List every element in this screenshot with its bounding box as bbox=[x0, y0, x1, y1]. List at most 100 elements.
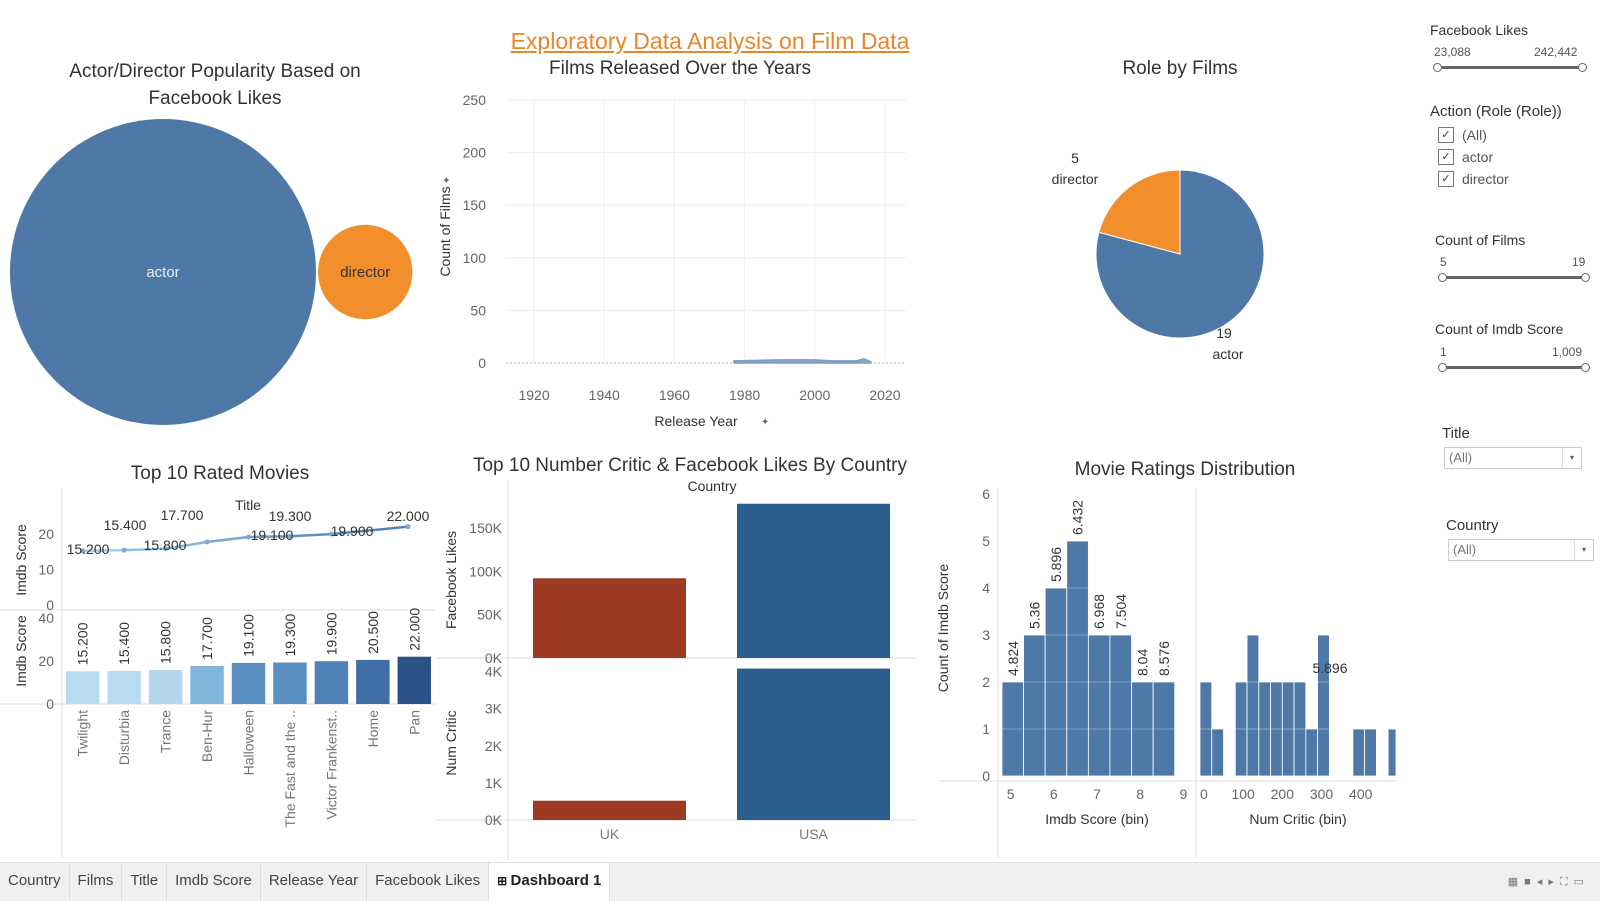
role-option-all[interactable]: ✓ (All) bbox=[1438, 127, 1487, 143]
ratings-histogram: 0 1 2 3 4 5 6 Count of Imdb Score 4.824 5.36 5.896… bbox=[935, 486, 1397, 858]
y-tick-label: 10 bbox=[38, 561, 54, 577]
prev-icon[interactable]: ◂ bbox=[1536, 876, 1549, 888]
line-point bbox=[204, 539, 210, 545]
top10-header: Title bbox=[235, 497, 261, 513]
list-icon[interactable]: ■ bbox=[1524, 876, 1537, 888]
y-tick-label: 0K bbox=[485, 650, 503, 666]
y-axis-label: Num Critic bbox=[443, 710, 459, 775]
y-tick-label: 150 bbox=[463, 197, 487, 213]
line-data-label: 19.900 bbox=[331, 523, 374, 539]
x-tick-label: 100 bbox=[1231, 786, 1255, 802]
bin-data-label: 7.504 bbox=[1113, 594, 1129, 629]
histogram-bar bbox=[1317, 634, 1330, 777]
histogram-bar bbox=[1109, 634, 1132, 777]
x-tick-label: 300 bbox=[1310, 786, 1334, 802]
pie-slice-actor bbox=[1095, 169, 1265, 339]
histogram-bar bbox=[1087, 634, 1111, 777]
line-segment bbox=[206, 535, 249, 544]
slider-min-handle[interactable] bbox=[1433, 63, 1442, 72]
bar-uk bbox=[533, 578, 686, 658]
bin-data-label: 5.36 bbox=[1026, 602, 1042, 629]
top10-chart: Title 0 10 20 Imdb Score 15.200 15.400 15.800 17… bbox=[0, 488, 435, 858]
tab-dashboard-1[interactable]: ⊞ Dashboard 1 bbox=[489, 863, 611, 901]
checkbox-checked-icon[interactable]: ✓ bbox=[1438, 149, 1454, 165]
tab-country[interactable]: Country bbox=[0, 863, 70, 901]
count-imdb-slider[interactable] bbox=[1438, 363, 1590, 372]
histogram-bar bbox=[1023, 634, 1046, 777]
category-label: The Fast and the .. bbox=[282, 710, 298, 828]
bar-usa bbox=[737, 668, 890, 820]
y-tick-label: 20 bbox=[38, 526, 54, 542]
slider-min-handle[interactable] bbox=[1438, 273, 1447, 282]
x-tick-label: 200 bbox=[1271, 786, 1295, 802]
bar-6 bbox=[314, 661, 349, 704]
pin-icon: ✦ bbox=[761, 417, 769, 428]
tab-imdb-score[interactable]: Imdb Score bbox=[167, 863, 261, 901]
slider-min-handle[interactable] bbox=[1438, 363, 1447, 372]
slider-max-handle[interactable] bbox=[1578, 63, 1587, 72]
title-filter-dropdown[interactable]: (All) ▾ bbox=[1444, 447, 1582, 469]
country-filter-value: (All) bbox=[1453, 542, 1477, 557]
dashboard-title[interactable]: Exploratory Data Analysis on Film Data bbox=[510, 28, 910, 54]
checkbox-checked-icon[interactable]: ✓ bbox=[1438, 127, 1454, 143]
histogram-annotation: 5.896 bbox=[1312, 660, 1347, 676]
chevron-down-icon[interactable]: ▾ bbox=[1562, 448, 1581, 468]
category-label: Halloween bbox=[241, 710, 257, 775]
y-axis-label: Facebook Likes bbox=[443, 531, 459, 629]
role-option-actor[interactable]: ✓ actor bbox=[1438, 149, 1493, 165]
y-tick-label: 50 bbox=[470, 302, 486, 318]
role-films-title: Role by Films bbox=[1122, 58, 1238, 79]
checkbox-checked-icon[interactable]: ✓ bbox=[1438, 171, 1454, 187]
bubble-label-director: director bbox=[340, 264, 390, 281]
role-option-director[interactable]: ✓ director bbox=[1438, 171, 1509, 187]
bubble-actor bbox=[10, 119, 316, 425]
y-tick-label: 4K bbox=[485, 664, 503, 680]
line-segment bbox=[289, 532, 332, 538]
bar-usa bbox=[737, 503, 890, 658]
bin-data-label: 5.896 bbox=[1048, 547, 1064, 582]
bin-data-label: 8.04 bbox=[1134, 649, 1150, 676]
tab-films[interactable]: Films bbox=[70, 863, 123, 901]
pie-value-label: 19 bbox=[1216, 325, 1232, 341]
y-tick-label: 3K bbox=[485, 701, 503, 717]
role-option-label: actor bbox=[1462, 149, 1494, 165]
grid-icon[interactable]: ▦ bbox=[1507, 876, 1525, 888]
count-films-slider[interactable] bbox=[1438, 273, 1590, 282]
pie-slice-director bbox=[1098, 169, 1181, 255]
tab-label: Dashboard 1 bbox=[510, 872, 602, 889]
country-chart-title: Top 10 Number Critic & Facebook Likes By… bbox=[472, 455, 907, 476]
count-imdb-filter-title: Count of Imdb Score bbox=[1435, 321, 1564, 337]
tab-facebook-likes[interactable]: Facebook Likes bbox=[367, 863, 490, 901]
line-point bbox=[405, 524, 411, 530]
next-icon[interactable]: ▸ bbox=[1548, 876, 1560, 888]
line-point bbox=[121, 547, 127, 553]
tab-nav-icons: ▦■◂▸⛶▭ bbox=[1508, 875, 1590, 889]
slider-max-handle[interactable] bbox=[1581, 363, 1590, 372]
y-axis-label: Imdb Score bbox=[13, 524, 29, 596]
x-tick-label: 1920 bbox=[518, 387, 549, 403]
line-segment bbox=[82, 548, 125, 553]
bar-5 bbox=[273, 662, 307, 704]
chevron-down-icon[interactable]: ▾ bbox=[1574, 540, 1593, 560]
bar-4 bbox=[231, 662, 266, 704]
title-filter-value: (All) bbox=[1449, 450, 1473, 465]
line-point bbox=[163, 546, 169, 552]
present-icon[interactable]: ▭ bbox=[1573, 876, 1590, 888]
line-data-label: 19.300 bbox=[269, 508, 312, 524]
pin-icon: ✦ bbox=[442, 176, 453, 184]
facebook-likes-min: 23,088 bbox=[1434, 45, 1471, 59]
line-point bbox=[246, 534, 251, 540]
bar-data-label: 19.300 bbox=[282, 613, 298, 656]
x-tick-label: 5 bbox=[1007, 786, 1015, 802]
bar-1 bbox=[107, 670, 141, 704]
fullscreen-icon[interactable]: ⛶ bbox=[1559, 876, 1574, 888]
line-segment bbox=[124, 547, 166, 552]
facebook-likes-slider[interactable] bbox=[1433, 63, 1587, 72]
tab-release-year[interactable]: Release Year bbox=[261, 863, 368, 901]
line-segment bbox=[165, 540, 208, 550]
slider-max-handle[interactable] bbox=[1581, 273, 1590, 282]
country-filter-dropdown[interactable]: (All) ▾ bbox=[1448, 539, 1594, 561]
tab-title[interactable]: Title bbox=[122, 863, 168, 901]
line-data-label: 19.100 bbox=[251, 527, 294, 543]
bar-3 bbox=[190, 665, 224, 704]
